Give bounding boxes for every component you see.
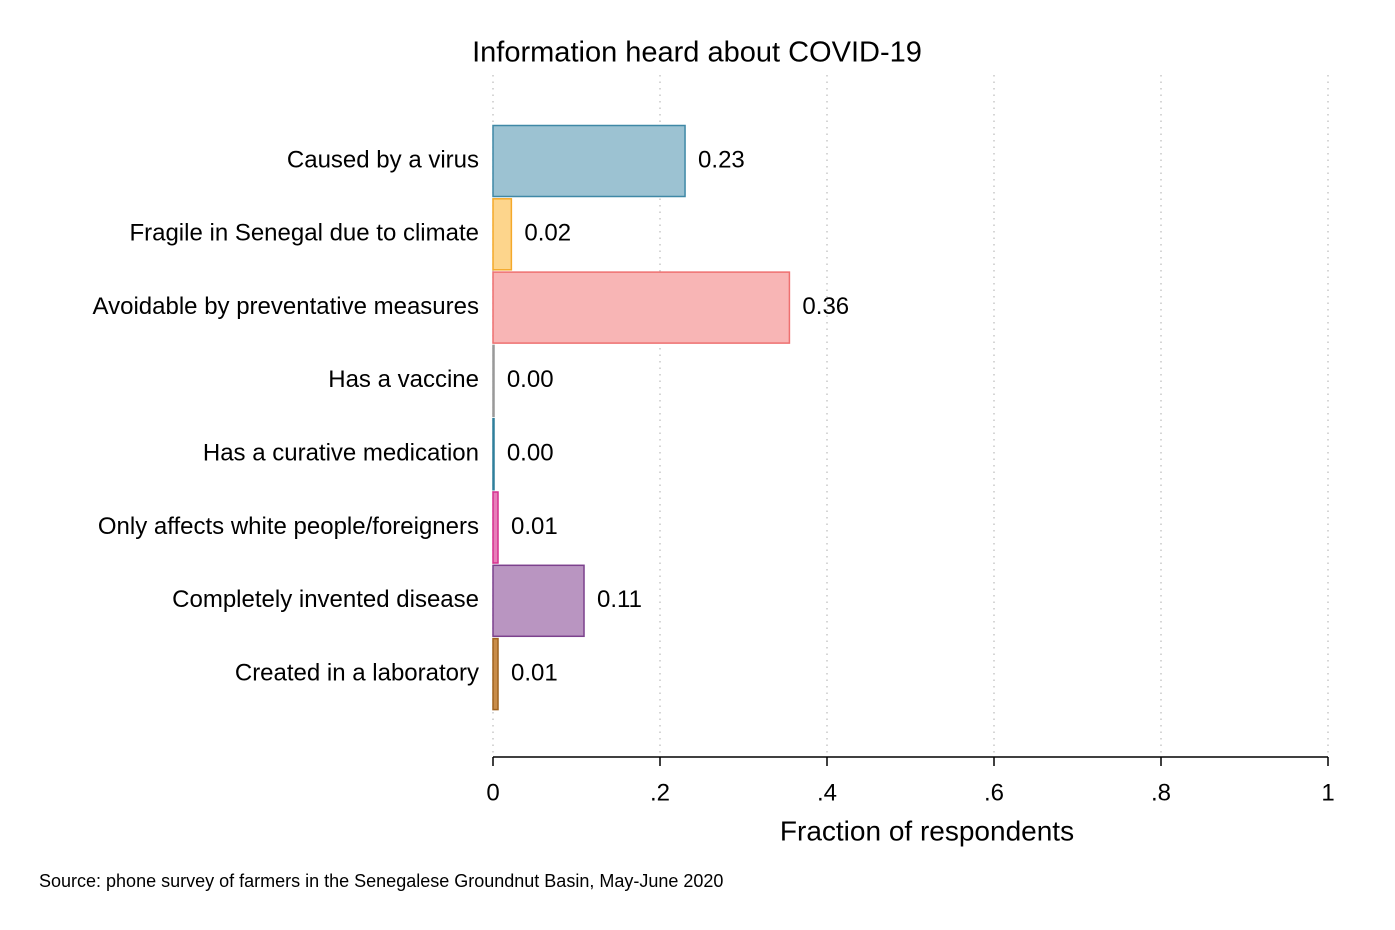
x-tick-label: .4	[817, 779, 837, 806]
y-tick-label: Completely invented disease	[172, 586, 479, 613]
source-note: Source: phone survey of farmers in the S…	[39, 871, 723, 891]
x-tick-label: 1	[1321, 779, 1334, 806]
value-label: 0.02	[524, 220, 571, 247]
bar	[492, 491, 499, 564]
bar	[492, 271, 791, 344]
x-tick-label: 0	[486, 779, 499, 806]
y-tick-label: Caused by a virus	[287, 146, 479, 173]
chart-title: Information heard about COVID-19	[472, 37, 922, 69]
bar	[492, 564, 585, 638]
y-tick-label: Has a curative medication	[203, 440, 479, 467]
x-axis-label: Fraction of respondents	[780, 815, 1074, 846]
y-tick-label: Avoidable by preventative measures	[93, 293, 479, 320]
x-tick-label: .8	[1151, 779, 1171, 806]
value-label: 0.36	[802, 293, 849, 320]
bar	[492, 124, 686, 198]
bar	[492, 198, 513, 271]
value-label: 0.01	[511, 513, 558, 540]
value-label: 0.23	[698, 146, 745, 173]
y-tick-label: Fragile in Senegal due to climate	[129, 220, 479, 247]
value-label: 0.11	[597, 586, 642, 613]
y-tick-label: Has a vaccine	[328, 366, 479, 393]
value-label: 0.00	[507, 366, 554, 393]
y-tick-label: Only affects white people/foreigners	[98, 513, 479, 540]
x-tick-label: .6	[984, 779, 1004, 806]
value-label: 0.01	[511, 659, 558, 686]
bar	[492, 344, 495, 418]
bar	[492, 417, 495, 491]
x-tick-label: .2	[650, 779, 670, 806]
value-label: 0.00	[507, 440, 554, 467]
y-tick-label: Created in a laboratory	[235, 659, 479, 686]
bar	[492, 637, 499, 711]
